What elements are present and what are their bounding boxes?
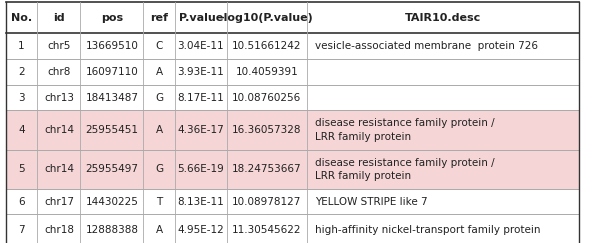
- Text: pos: pos: [101, 13, 123, 23]
- Text: T: T: [156, 197, 162, 207]
- Text: chr14: chr14: [44, 164, 74, 174]
- Text: chr5: chr5: [47, 41, 70, 51]
- Text: P.value: P.value: [179, 13, 223, 23]
- Text: 10.51661242: 10.51661242: [232, 41, 301, 51]
- Text: A: A: [156, 225, 163, 235]
- Bar: [6, 34, 579, 59]
- Bar: [6, 59, 579, 85]
- Text: 25955451: 25955451: [85, 125, 139, 135]
- Text: 10.08978127: 10.08978127: [232, 197, 301, 207]
- Bar: [6, 214, 579, 243]
- Text: 6: 6: [19, 197, 25, 207]
- Text: 4.95E-12: 4.95E-12: [177, 225, 224, 235]
- Text: id: id: [53, 13, 64, 23]
- Text: chr14: chr14: [44, 125, 74, 135]
- Text: A: A: [156, 67, 163, 77]
- Bar: [6, 110, 579, 150]
- Text: ref: ref: [150, 13, 168, 23]
- Text: vesicle-associated membrane  protein 726: vesicle-associated membrane protein 726: [315, 41, 538, 51]
- Text: 16097110: 16097110: [85, 67, 139, 77]
- Bar: [6, 2, 579, 34]
- Text: 10.08760256: 10.08760256: [232, 93, 301, 103]
- Text: 8.13E-11: 8.13E-11: [177, 197, 224, 207]
- Bar: [6, 85, 579, 110]
- Text: TAIR10.desc: TAIR10.desc: [405, 13, 481, 23]
- Text: disease resistance family protein /
LRR family protein: disease resistance family protein / LRR …: [315, 118, 495, 142]
- Text: A: A: [156, 125, 163, 135]
- Text: 13669510: 13669510: [85, 41, 139, 51]
- Text: 14430225: 14430225: [85, 197, 139, 207]
- Text: 10.4059391: 10.4059391: [235, 67, 298, 77]
- Text: YELLOW STRIPE like 7: YELLOW STRIPE like 7: [315, 197, 427, 207]
- Text: 5: 5: [19, 164, 25, 174]
- Text: G: G: [155, 93, 164, 103]
- Text: 12888388: 12888388: [85, 225, 139, 235]
- Text: disease resistance family protein /
LRR family protein: disease resistance family protein / LRR …: [315, 157, 495, 181]
- Text: chr13: chr13: [44, 93, 74, 103]
- Text: 1: 1: [19, 41, 25, 51]
- Text: 18413487: 18413487: [85, 93, 139, 103]
- Text: 11.30545622: 11.30545622: [232, 225, 301, 235]
- Text: 25955497: 25955497: [85, 164, 139, 174]
- Text: high-affinity nickel-transport family protein: high-affinity nickel-transport family pr…: [315, 225, 540, 235]
- Text: G: G: [155, 164, 164, 174]
- Text: 3: 3: [19, 93, 25, 103]
- Text: 8.17E-11: 8.17E-11: [177, 93, 224, 103]
- Text: chr18: chr18: [44, 225, 74, 235]
- Text: 3.93E-11: 3.93E-11: [177, 67, 224, 77]
- Text: 4: 4: [19, 125, 25, 135]
- Text: chr8: chr8: [47, 67, 70, 77]
- Text: 2: 2: [19, 67, 25, 77]
- Text: 4.36E-17: 4.36E-17: [177, 125, 224, 135]
- Text: C: C: [156, 41, 163, 51]
- Bar: [6, 150, 579, 189]
- Bar: [6, 189, 579, 214]
- Text: 18.24753667: 18.24753667: [232, 164, 301, 174]
- Text: 7: 7: [19, 225, 25, 235]
- Text: 3.04E-11: 3.04E-11: [177, 41, 224, 51]
- Text: 5.66E-19: 5.66E-19: [177, 164, 224, 174]
- Text: 16.36057328: 16.36057328: [232, 125, 301, 135]
- Text: chr17: chr17: [44, 197, 74, 207]
- Text: -log10(P.value): -log10(P.value): [220, 13, 313, 23]
- Text: No.: No.: [11, 13, 32, 23]
